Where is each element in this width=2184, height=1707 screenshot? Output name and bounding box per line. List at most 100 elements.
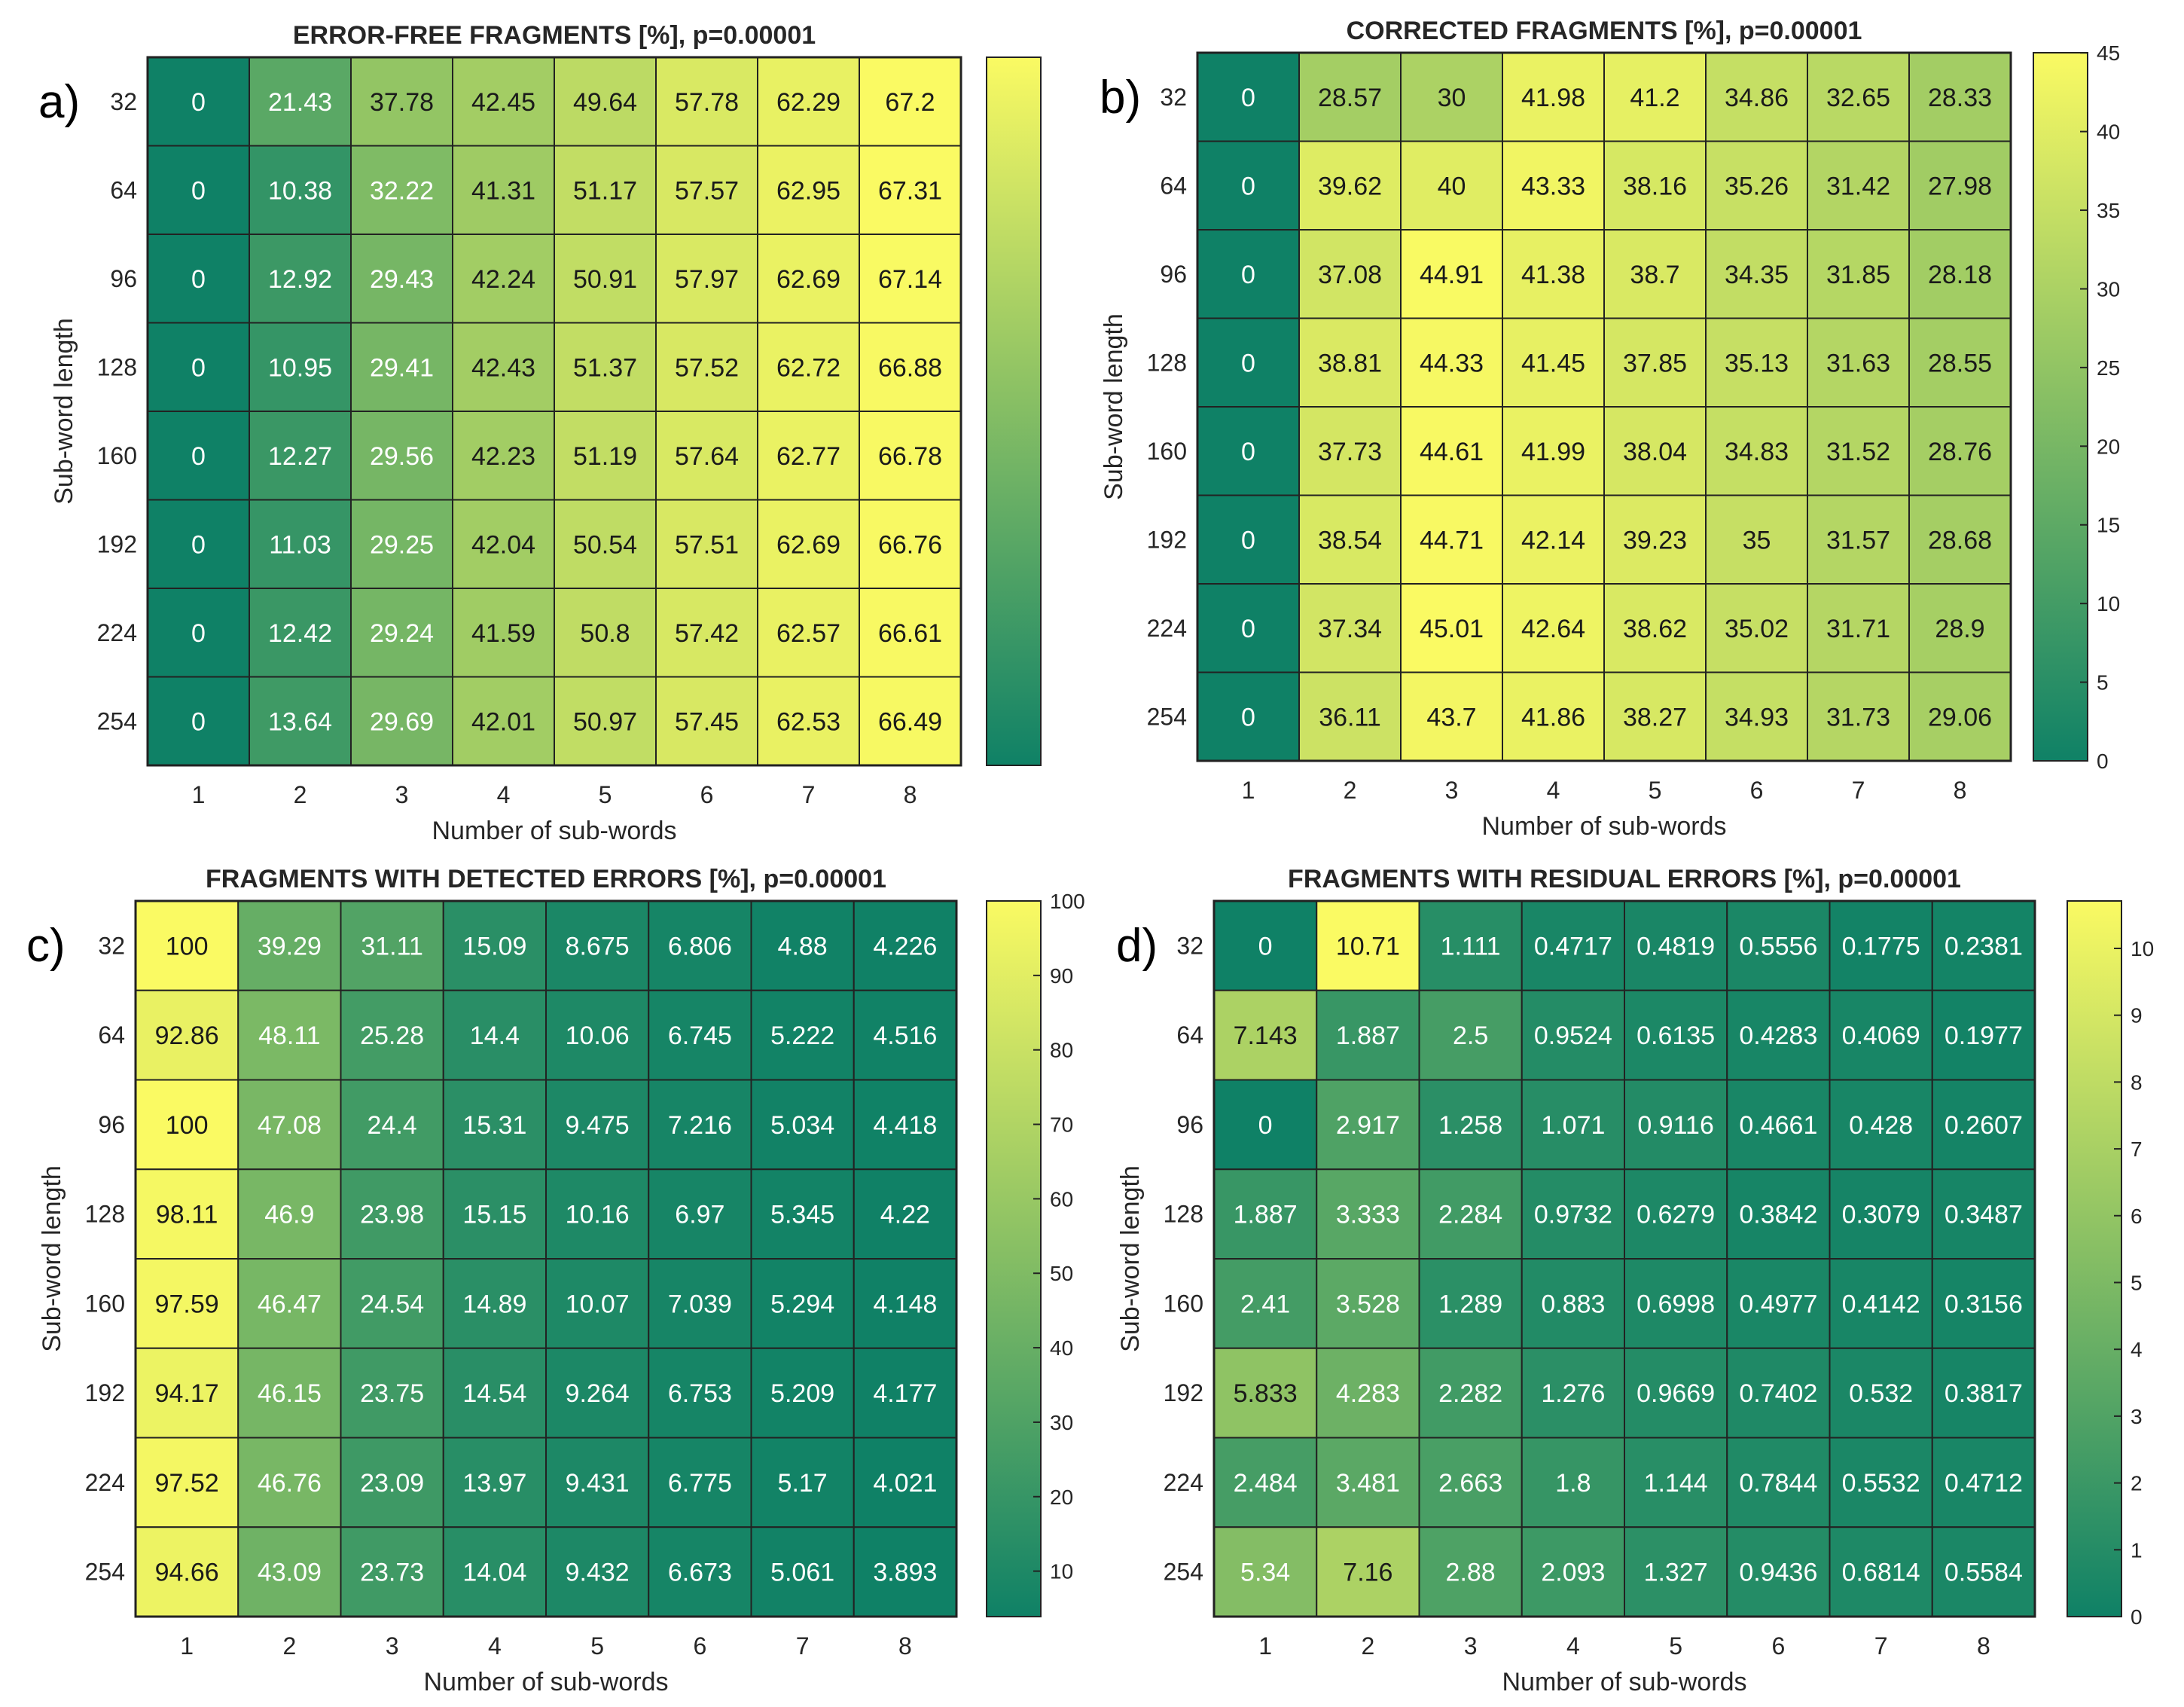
x-tick-label: 4 (497, 781, 511, 808)
cell-value-label: 23.98 (360, 1201, 424, 1229)
cell-value-label: 27.98 (1928, 172, 1992, 200)
heatmap-cell (750, 1526, 855, 1617)
heatmap-cell (1502, 52, 1605, 142)
cell-value-label: 47.08 (258, 1111, 322, 1140)
cell-value-label: 67.14 (878, 265, 942, 294)
heatmap-cell (648, 900, 752, 991)
x-tick-label: 7 (796, 1632, 810, 1660)
y-tick-label: 254 (85, 1559, 125, 1586)
cell-value-label: 0.6814 (1842, 1559, 1920, 1587)
cell-value-label: 24.54 (360, 1290, 424, 1318)
heatmap-cell (853, 900, 957, 991)
cell-value-label: 37.34 (1318, 615, 1382, 643)
heatmap-cell (249, 145, 352, 235)
cell-value-label: 1.327 (1644, 1559, 1708, 1587)
heatmap-cell (147, 322, 250, 412)
heatmap-cell (859, 676, 962, 766)
cell-value-label: 0.1977 (1945, 1021, 2023, 1050)
heatmap-cell (1521, 1526, 1625, 1617)
cell-value-label: 0 (1241, 84, 1255, 112)
heatmap-cell (135, 1437, 239, 1528)
y-axis-label: Sub-word length (1116, 1165, 1145, 1352)
heatmap-cell (757, 322, 860, 412)
heatmap-cell (442, 1526, 547, 1617)
cell-value-label: 5.061 (770, 1559, 834, 1587)
heatmap-cell (655, 234, 758, 324)
heatmap-cell (340, 1347, 444, 1439)
cell-value-label: 3.893 (873, 1559, 937, 1587)
cell-value-label: 46.9 (264, 1201, 314, 1229)
cell-value-label: 0.7402 (1739, 1379, 1817, 1408)
x-tick-label: 5 (1669, 1632, 1682, 1660)
colorbar-tick-label: 40 (2097, 121, 2120, 144)
heatmap-cell (750, 1168, 855, 1260)
heatmap-cell (350, 322, 453, 412)
cell-value-label: 66.61 (878, 619, 942, 648)
cell-value-label: 50.91 (573, 265, 637, 294)
cell-value-label: 41.59 (471, 619, 535, 648)
cell-value-label: 4.283 (1336, 1379, 1400, 1408)
cell-value-label: 29.25 (370, 530, 434, 559)
y-tick-label: 224 (1147, 615, 1187, 642)
heatmap-cell (1213, 1079, 1318, 1171)
cell-value-label: 35.13 (1725, 349, 1789, 377)
cell-value-label: 1.276 (1541, 1379, 1605, 1408)
x-tick-label: 6 (1771, 1632, 1785, 1660)
cell-value-label: 5.222 (770, 1021, 834, 1050)
heatmap-cell (452, 56, 555, 147)
y-tick-label: 128 (1164, 1201, 1203, 1228)
panel-title: FRAGMENTS WITH RESIDUAL ERRORS [%], p=0.… (1288, 865, 1961, 893)
cell-value-label: 0.5532 (1842, 1469, 1920, 1498)
plot-frame (146, 56, 962, 767)
cell-value-label: 0.4661 (1739, 1111, 1817, 1140)
cell-value-label: 0.4712 (1945, 1469, 2023, 1498)
cell-value-label: 0.6998 (1636, 1290, 1715, 1318)
heatmap-panel-b: 0 28.57 30 41.98 41.2 34.86 32.65 28.330 39.62 40… (1100, 17, 2120, 841)
heatmap-cell (1418, 1079, 1523, 1171)
cell-value-label: 0.2381 (1945, 932, 2023, 960)
cell-value-label: 30 (1438, 84, 1466, 112)
heatmap-cell (249, 588, 352, 678)
heatmap-cell (340, 1079, 444, 1171)
cell-value-label: 42.14 (1521, 526, 1585, 554)
heatmap-cell (237, 1258, 342, 1349)
cell-value-label: 57.42 (675, 619, 739, 648)
cell-value-label: 3.333 (1336, 1201, 1400, 1229)
heatmap-cell (750, 1079, 855, 1171)
cell-value-label: 15.15 (462, 1201, 526, 1229)
colorbar-tick-label: 30 (1050, 1411, 1073, 1434)
cell-value-label: 66.88 (878, 353, 942, 382)
heatmap-cell (757, 588, 860, 678)
heatmap-cell (1298, 140, 1402, 231)
cell-value-label: 6.753 (668, 1379, 732, 1408)
cell-value-label: 12.27 (268, 442, 332, 471)
heatmap-cell (1298, 671, 1402, 762)
heatmap-cell (1807, 583, 1910, 673)
heatmap-cell (655, 56, 758, 147)
heatmap-cell (1829, 1437, 1933, 1528)
heatmap-cell (1624, 1526, 1728, 1617)
heatmap-cell (340, 1526, 444, 1617)
cell-value-label: 1.8 (1555, 1469, 1591, 1498)
x-tick-label: 4 (1566, 1632, 1580, 1660)
cell-value-label: 0.4142 (1842, 1290, 1920, 1318)
cell-value-label: 5.833 (1234, 1379, 1298, 1408)
heatmap-cell (859, 411, 962, 501)
colorbar (2033, 52, 2088, 762)
cell-value-label: 43.7 (1426, 703, 1476, 731)
heatmap-cell (655, 588, 758, 678)
cell-value-label: 1.071 (1541, 1111, 1605, 1140)
heatmap-cell (750, 1347, 855, 1439)
cell-value-label: 6.806 (668, 932, 732, 960)
heatmap-cell (1908, 671, 2012, 762)
colorbar-tick-label: 10 (2097, 592, 2120, 615)
heatmap-cell (853, 1258, 957, 1349)
cell-value-label: 41.2 (1630, 84, 1679, 112)
heatmap-cell (853, 1526, 957, 1617)
heatmap-cell (1829, 900, 1933, 991)
cell-value-label: 40 (1438, 172, 1466, 200)
cell-value-label: 0 (1241, 615, 1255, 643)
cell-value-label: 34.86 (1725, 84, 1789, 112)
cell-value-label: 31.52 (1826, 438, 1890, 466)
heatmap-cell (442, 900, 547, 991)
